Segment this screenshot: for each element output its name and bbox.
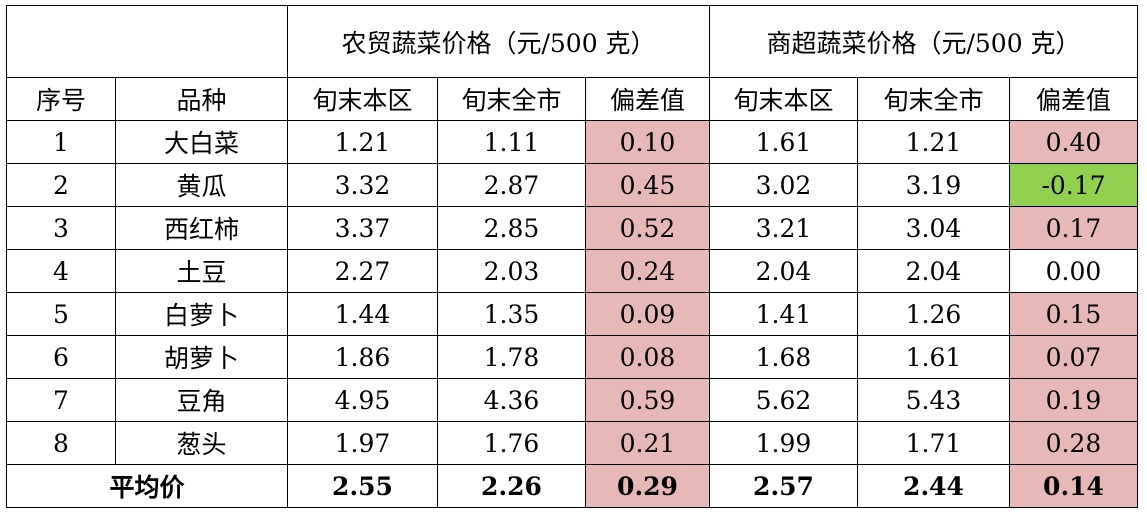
farm-city-price: 1.78 (437, 335, 586, 379)
vegetable-price-table: 农贸蔬菜价格（元/500 克） 商超蔬菜价格（元/500 克） 序号 品种 旬末… (6, 5, 1138, 508)
super-local-price: 5.62 (709, 378, 858, 422)
table-row: 6 胡萝卜 1.86 1.78 0.08 1.68 1.61 0.07 (6, 335, 1138, 379)
average-farm-deviation: 0.29 (585, 464, 710, 508)
super-deviation: 0.17 (1009, 206, 1138, 250)
super-deviation: 0.00 (1009, 249, 1138, 293)
farm-deviation: 0.52 (585, 206, 710, 250)
super-local-price: 1.68 (709, 335, 858, 379)
group-header-row: 农贸蔬菜价格（元/500 克） 商超蔬菜价格（元/500 克） (6, 5, 1138, 78)
farm-local-price: 3.32 (287, 163, 438, 207)
row-number: 1 (6, 120, 116, 164)
vegetable-name: 土豆 (115, 249, 288, 293)
super-local-price: 1.99 (709, 421, 858, 465)
super-city-price: 1.71 (857, 421, 1010, 465)
super-local-price: 3.02 (709, 163, 858, 207)
super-deviation: 0.15 (1009, 292, 1138, 336)
table-row: 8 葱头 1.97 1.76 0.21 1.99 1.71 0.28 (6, 421, 1138, 465)
super-deviation: 0.40 (1009, 120, 1138, 164)
farm-local-price: 1.86 (287, 335, 438, 379)
farm-city-price: 4.36 (437, 378, 586, 422)
farm-local-price: 1.97 (287, 421, 438, 465)
vegetable-name: 葱头 (115, 421, 288, 465)
row-number: 2 (6, 163, 116, 207)
super-local-price: 3.21 (709, 206, 858, 250)
super-deviation: 0.28 (1009, 421, 1138, 465)
column-header-farm-city: 旬末全市 (437, 77, 586, 121)
vegetable-name: 豆角 (115, 378, 288, 422)
row-number: 3 (6, 206, 116, 250)
column-header-row: 序号 品种 旬末本区 旬末全市 偏差值 旬末本区 旬末全市 偏差值 (6, 77, 1138, 121)
table-row: 4 土豆 2.27 2.03 0.24 2.04 2.04 0.00 (6, 249, 1138, 293)
farm-city-price: 2.87 (437, 163, 586, 207)
super-deviation: 0.19 (1009, 378, 1138, 422)
corner-cell (6, 5, 288, 78)
row-number: 7 (6, 378, 116, 422)
super-local-price: 2.04 (709, 249, 858, 293)
super-city-price: 3.19 (857, 163, 1010, 207)
table-body: 1 大白菜 1.21 1.11 0.10 1.61 1.21 0.40 2 黄瓜 3.32 2.87 0… (6, 120, 1138, 465)
column-header-name: 品种 (115, 77, 288, 121)
farm-city-price: 2.85 (437, 206, 586, 250)
column-header-super-city: 旬末全市 (857, 77, 1010, 121)
farm-local-price: 1.21 (287, 120, 438, 164)
column-header-super-local: 旬末本区 (709, 77, 858, 121)
farm-deviation: 0.09 (585, 292, 710, 336)
farm-city-price: 1.76 (437, 421, 586, 465)
average-super-local: 2.57 (709, 464, 858, 508)
average-super-city: 2.44 (857, 464, 1010, 508)
vegetable-name: 大白菜 (115, 120, 288, 164)
super-deviation: -0.17 (1009, 163, 1138, 207)
super-city-price: 1.61 (857, 335, 1010, 379)
super-city-price: 2.04 (857, 249, 1010, 293)
farm-deviation: 0.24 (585, 249, 710, 293)
table-row: 2 黄瓜 3.32 2.87 0.45 3.02 3.19 -0.17 (6, 163, 1138, 207)
super-local-price: 1.61 (709, 120, 858, 164)
super-city-price: 5.43 (857, 378, 1010, 422)
average-farm-local: 2.55 (287, 464, 438, 508)
farm-deviation: 0.10 (585, 120, 710, 164)
farm-deviation: 0.59 (585, 378, 710, 422)
farm-city-price: 2.03 (437, 249, 586, 293)
table-row: 1 大白菜 1.21 1.11 0.10 1.61 1.21 0.40 (6, 120, 1138, 164)
farm-deviation: 0.08 (585, 335, 710, 379)
farm-local-price: 3.37 (287, 206, 438, 250)
column-header-super-deviation: 偏差值 (1009, 77, 1138, 121)
column-header-farm-deviation: 偏差值 (585, 77, 710, 121)
super-city-price: 1.26 (857, 292, 1010, 336)
table-row: 5 白萝卜 1.44 1.35 0.09 1.41 1.26 0.15 (6, 292, 1138, 336)
super-city-price: 1.21 (857, 120, 1010, 164)
column-header-no: 序号 (6, 77, 116, 121)
average-label: 平均价 (6, 464, 288, 508)
farm-local-price: 4.95 (287, 378, 438, 422)
average-super-deviation: 0.14 (1009, 464, 1138, 508)
farm-deviation: 0.45 (585, 163, 710, 207)
table-row: 7 豆角 4.95 4.36 0.59 5.62 5.43 0.19 (6, 378, 1138, 422)
farm-market-group-header: 农贸蔬菜价格（元/500 克） (287, 5, 710, 78)
vegetable-name: 黄瓜 (115, 163, 288, 207)
super-city-price: 3.04 (857, 206, 1010, 250)
super-deviation: 0.07 (1009, 335, 1138, 379)
supermarket-group-header: 商超蔬菜价格（元/500 克） (709, 5, 1138, 78)
column-header-farm-local: 旬末本区 (287, 77, 438, 121)
vegetable-name: 白萝卜 (115, 292, 288, 336)
table-row: 3 西红柿 3.37 2.85 0.52 3.21 3.04 0.17 (6, 206, 1138, 250)
average-farm-city: 2.26 (437, 464, 586, 508)
average-row: 平均价 2.55 2.26 0.29 2.57 2.44 0.14 (6, 464, 1138, 508)
row-number: 8 (6, 421, 116, 465)
farm-city-price: 1.11 (437, 120, 586, 164)
row-number: 5 (6, 292, 116, 336)
row-number: 6 (6, 335, 116, 379)
row-number: 4 (6, 249, 116, 293)
vegetable-name: 胡萝卜 (115, 335, 288, 379)
farm-local-price: 1.44 (287, 292, 438, 336)
farm-city-price: 1.35 (437, 292, 586, 336)
super-local-price: 1.41 (709, 292, 858, 336)
vegetable-name: 西红柿 (115, 206, 288, 250)
farm-deviation: 0.21 (585, 421, 710, 465)
farm-local-price: 2.27 (287, 249, 438, 293)
